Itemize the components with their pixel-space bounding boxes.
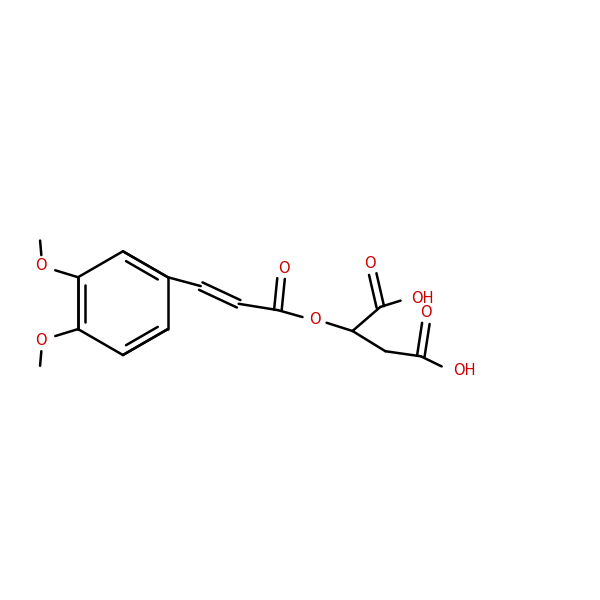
Text: OH: OH bbox=[411, 290, 433, 305]
Text: O: O bbox=[364, 256, 376, 271]
Text: O: O bbox=[420, 305, 431, 320]
Text: O: O bbox=[278, 261, 289, 276]
Text: O: O bbox=[35, 333, 47, 348]
Text: O: O bbox=[309, 312, 320, 327]
Text: O: O bbox=[35, 259, 47, 274]
Text: OH: OH bbox=[453, 362, 476, 377]
